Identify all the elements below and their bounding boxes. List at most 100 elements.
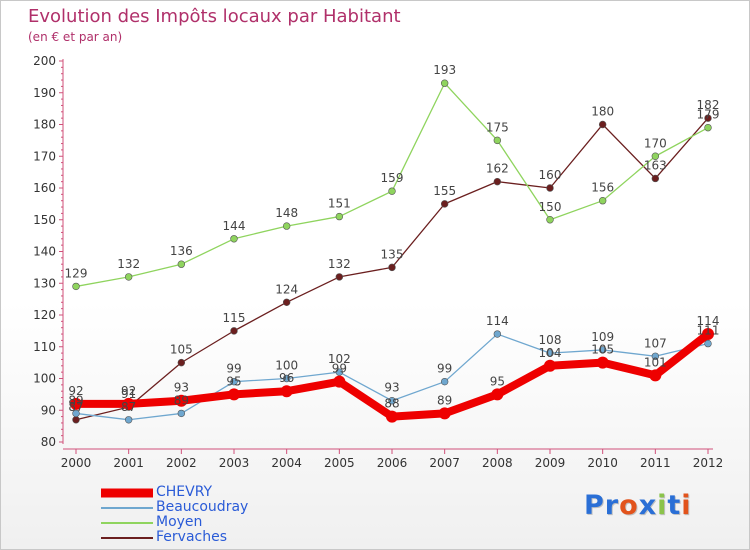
y-tick-label: 180 — [33, 118, 56, 132]
chart-subtitle: (en € et par an) — [28, 30, 123, 44]
data-point-beaucoudray — [440, 377, 449, 386]
y-tick-label: 110 — [33, 340, 56, 354]
data-label-moyen: 148 — [275, 206, 298, 220]
data-label-beaucoudray: 89 — [68, 393, 83, 407]
data-label-chevry: 104 — [539, 346, 562, 360]
data-point-beaucoudray — [493, 330, 502, 338]
data-label-beaucoudray: 102 — [328, 352, 351, 366]
data-point-fervaches — [546, 184, 554, 192]
x-tick-label: 2000 — [61, 456, 92, 470]
data-point-moyen — [177, 260, 186, 268]
data-point-beaucoudray — [546, 349, 554, 357]
data-label-moyen: 144 — [223, 219, 246, 233]
data-point-chevry — [280, 385, 293, 398]
data-point-chevry — [386, 410, 398, 423]
legend-label: Fervaches — [156, 529, 227, 545]
data-label-chevry: 92 — [121, 384, 136, 398]
data-point-moyen — [124, 273, 133, 281]
data-label-moyen: 136 — [170, 244, 193, 258]
data-label-moyen: 150 — [539, 200, 562, 214]
data-label-fervaches: 124 — [275, 282, 298, 296]
data-point-beaucoudray — [651, 352, 660, 360]
data-label-fervaches: 163 — [644, 158, 667, 172]
data-point-fervaches — [177, 358, 186, 367]
data-label-moyen: 170 — [644, 136, 667, 150]
data-label-fervaches: 115 — [223, 311, 246, 325]
data-point-beaucoudray — [230, 377, 238, 386]
data-label-chevry: 95 — [226, 374, 241, 388]
data-label-chevry: 93 — [174, 381, 189, 395]
data-point-chevry — [122, 397, 135, 410]
data-point-beaucoudray — [335, 368, 344, 376]
data-point-fervaches — [598, 120, 607, 129]
data-label-fervaches: 182 — [697, 98, 720, 112]
y-tick-label: 120 — [33, 308, 56, 322]
x-tick-label: 2010 — [587, 456, 618, 470]
data-point-fervaches — [72, 416, 80, 424]
legend-label: CHEVRY — [156, 484, 213, 500]
data-label-fervaches: 155 — [433, 184, 456, 198]
x-tick-label: 2008 — [482, 456, 513, 470]
data-point-chevry — [333, 375, 346, 388]
y-tick-label: 150 — [33, 213, 56, 227]
data-label-chevry: 92 — [68, 384, 83, 398]
data-point-moyen — [388, 187, 396, 195]
data-label-beaucoudray: 108 — [539, 333, 562, 347]
data-point-chevry — [70, 397, 82, 410]
x-tick-label: 2004 — [271, 456, 302, 470]
data-point-beaucoudray — [72, 409, 80, 418]
x-tick-label: 2007 — [429, 456, 460, 470]
data-label-chevry: 101 — [644, 355, 667, 369]
data-point-moyen — [704, 123, 712, 132]
data-label-moyen: 151 — [328, 197, 351, 211]
data-point-fervaches — [282, 298, 291, 306]
data-label-fervaches: 91 — [121, 387, 136, 401]
y-tick-label: 160 — [33, 181, 56, 195]
data-point-beaucoudray — [704, 339, 712, 348]
y-tick-label: 90 — [41, 403, 56, 417]
legend-label: Moyen — [156, 514, 203, 530]
data-point-beaucoudray — [388, 397, 396, 405]
data-label-fervaches: 162 — [486, 162, 509, 176]
data-point-moyen — [72, 282, 80, 291]
data-label-beaucoudray: 114 — [486, 314, 509, 328]
data-point-fervaches — [493, 177, 502, 186]
x-tick-label: 2003 — [219, 456, 250, 470]
data-point-moyen — [493, 136, 502, 145]
data-point-fervaches — [651, 174, 660, 183]
data-point-chevry — [544, 359, 556, 372]
y-tick-label: 80 — [41, 435, 56, 449]
x-tick-label: 2012 — [693, 456, 724, 470]
x-tick-label: 2005 — [324, 456, 355, 470]
data-label-fervaches: 132 — [328, 257, 351, 271]
x-tick-label: 2006 — [377, 456, 408, 470]
data-point-beaucoudray — [177, 409, 186, 418]
data-label-moyen: 193 — [433, 63, 456, 77]
data-label-beaucoudray: 87 — [121, 400, 136, 414]
chart-series — [70, 79, 714, 424]
data-label-fervaches: 180 — [591, 105, 614, 119]
data-label-fervaches: 105 — [170, 343, 193, 357]
data-point-chevry — [702, 328, 714, 341]
data-point-chevry — [649, 369, 662, 382]
data-point-moyen — [651, 152, 660, 160]
data-point-chevry — [228, 388, 240, 401]
data-label-beaucoudray: 111 — [697, 324, 720, 338]
data-label-moyen: 156 — [591, 181, 614, 195]
data-point-beaucoudray — [282, 374, 291, 383]
data-point-fervaches — [440, 200, 449, 208]
y-tick-label: 190 — [33, 86, 56, 100]
data-label-chevry: 96 — [279, 371, 294, 385]
chart-title: Evolution des Impôts locaux par Habitant — [28, 6, 401, 27]
data-point-moyen — [282, 222, 291, 230]
legend-swatch — [101, 488, 153, 498]
data-point-chevry — [491, 388, 504, 401]
legend-swatch — [101, 522, 153, 524]
data-label-fervaches: 160 — [539, 168, 562, 182]
data-point-fervaches — [335, 273, 344, 281]
data-label-moyen: 179 — [697, 108, 720, 122]
legend-swatch — [101, 507, 153, 509]
y-tick-label: 130 — [33, 276, 56, 290]
